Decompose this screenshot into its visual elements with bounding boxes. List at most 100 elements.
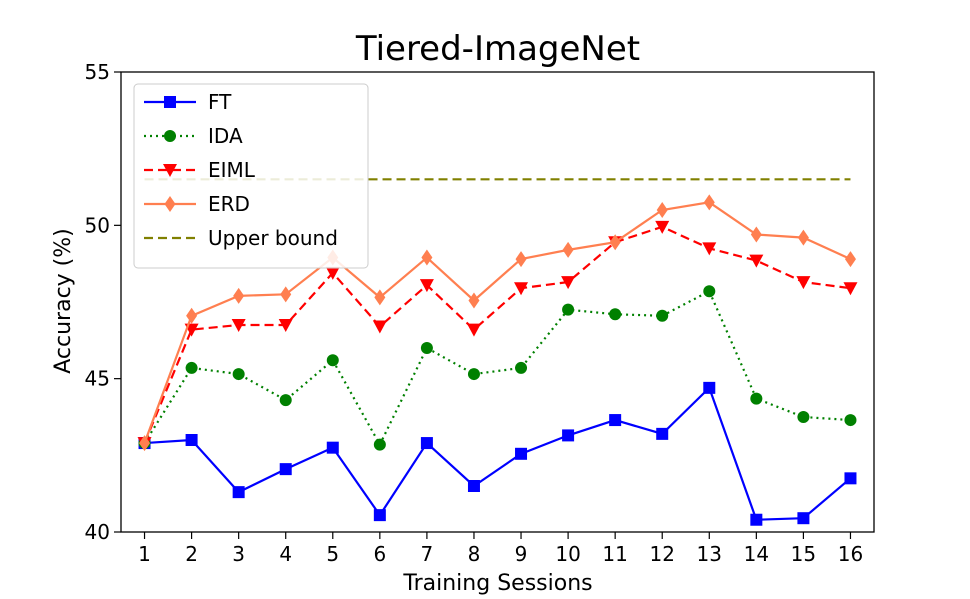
- x-tick-label: 12: [649, 542, 674, 566]
- y-axis: 40 45 50 55: [85, 60, 121, 544]
- x-tick-label: 5: [326, 542, 339, 566]
- data-point: [515, 251, 527, 268]
- x-tick-label: 13: [697, 542, 722, 566]
- legend-label: IDA: [208, 124, 243, 148]
- data-point: [233, 287, 245, 304]
- legend-marker: [164, 96, 176, 108]
- data-point: [749, 254, 764, 268]
- legend-entry: ERD: [144, 192, 250, 216]
- series-4: [139, 194, 856, 452]
- data-point: [466, 323, 481, 337]
- data-point: [703, 194, 715, 211]
- data-point: [420, 342, 433, 354]
- series-1: [138, 381, 857, 526]
- x-tick-label: 3: [232, 542, 245, 566]
- data-point: [326, 354, 339, 367]
- y-tick-label: 40: [85, 520, 110, 544]
- data-point: [326, 441, 339, 454]
- data-point: [419, 279, 434, 293]
- data-point: [562, 303, 575, 316]
- data-point: [373, 509, 386, 522]
- data-point: [231, 319, 246, 332]
- data-point: [703, 285, 716, 298]
- x-tick-label: 6: [373, 542, 386, 566]
- data-point: [797, 411, 810, 423]
- legend-entry: IDA: [144, 124, 243, 148]
- legend-marker: [164, 130, 176, 142]
- data-point: [561, 276, 576, 290]
- data-point: [232, 486, 245, 499]
- data-point: [279, 463, 292, 476]
- legend-label: FT: [208, 90, 232, 114]
- x-tick-label: 14: [744, 542, 769, 566]
- data-point: [797, 229, 809, 246]
- data-point: [796, 276, 811, 290]
- data-point: [702, 242, 717, 256]
- legend-marker: [163, 164, 177, 177]
- data-point: [514, 282, 529, 296]
- data-point: [468, 292, 480, 309]
- data-point: [279, 394, 292, 407]
- data-point: [844, 472, 857, 485]
- data-point: [609, 234, 621, 251]
- x-tick-label: 8: [468, 542, 481, 566]
- data-point: [797, 512, 810, 525]
- data-point: [467, 480, 480, 492]
- data-point: [185, 361, 198, 374]
- data-point: [609, 308, 622, 321]
- legend-marker: [164, 196, 176, 212]
- data-point: [420, 437, 433, 450]
- data-point: [374, 289, 386, 306]
- legend-box: [133, 83, 369, 269]
- x-tick-label: 2: [185, 542, 198, 566]
- data-point: [373, 438, 386, 451]
- data-point: [844, 251, 856, 268]
- legend-entry: Upper bound: [144, 226, 338, 250]
- data-point: [562, 241, 574, 258]
- x-tick-label: 16: [838, 542, 863, 566]
- data-point: [325, 266, 340, 280]
- x-axis: 1 2 3 4 5 6 7 8 9 10 11 12 13 14 15 16: [138, 532, 863, 566]
- legend-entry: EIML: [144, 158, 256, 182]
- x-tick-label: 9: [515, 542, 528, 566]
- legend-label: EIML: [208, 158, 256, 182]
- data-point: [609, 414, 622, 427]
- data-point: [278, 319, 293, 332]
- data-point: [232, 368, 245, 381]
- data-point: [656, 427, 669, 440]
- y-tick-label: 45: [85, 367, 110, 391]
- data-point: [185, 434, 198, 446]
- chart-title: Tiered-ImageNet: [355, 29, 640, 69]
- data-point: [421, 249, 433, 266]
- x-tick-label: 1: [138, 542, 151, 566]
- legend: FT IDA EIML ERD Upper bound: [133, 83, 369, 269]
- data-point: [186, 307, 198, 324]
- data-point: [844, 414, 857, 427]
- data-point: [139, 435, 151, 452]
- y-tick-label: 50: [85, 213, 110, 237]
- data-point: [750, 226, 762, 243]
- x-axis-label: Training Sessions: [402, 571, 592, 596]
- series-line: [143, 201, 851, 444]
- data-point: [656, 202, 668, 218]
- x-tick-label: 7: [421, 542, 434, 566]
- data-point: [372, 320, 387, 334]
- data-point: [515, 447, 528, 460]
- series-line: [143, 289, 851, 447]
- data-point: [562, 429, 575, 442]
- data-point: [843, 282, 858, 296]
- y-tick-label: 55: [85, 60, 110, 84]
- x-tick-label: 10: [555, 542, 580, 566]
- series-2: [138, 285, 857, 451]
- x-tick-label: 4: [279, 542, 292, 566]
- plot-area-frame: [120, 71, 875, 533]
- data-point: [750, 392, 763, 405]
- data-point: [703, 381, 716, 394]
- x-tick-label: 15: [791, 542, 816, 566]
- data-point: [280, 286, 292, 303]
- series-line: [144, 385, 852, 521]
- y-axis-label: Accuracy (%): [51, 228, 76, 374]
- legend-entry: FT: [144, 90, 232, 114]
- data-point: [515, 361, 528, 374]
